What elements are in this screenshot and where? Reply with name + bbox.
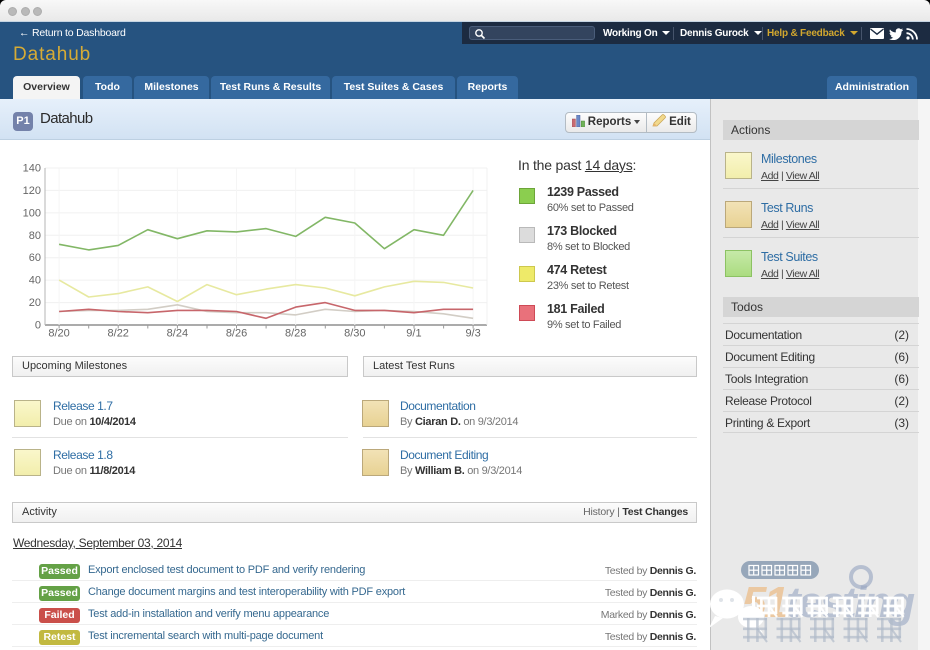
- svg-text:8/30: 8/30: [344, 328, 365, 340]
- svg-text:8/26: 8/26: [226, 328, 247, 340]
- svg-text:40: 40: [29, 275, 41, 287]
- svg-text:100: 100: [23, 207, 41, 219]
- svg-text:120: 120: [23, 185, 41, 197]
- svg-text:8/24: 8/24: [167, 328, 188, 340]
- svg-text:60: 60: [29, 252, 41, 264]
- svg-text:8/20: 8/20: [48, 328, 69, 340]
- svg-text:80: 80: [29, 230, 41, 242]
- svg-text:9/3: 9/3: [465, 328, 480, 340]
- svg-text:9/1: 9/1: [406, 328, 421, 340]
- svg-text:20: 20: [29, 297, 41, 309]
- svg-text:140: 140: [23, 163, 41, 175]
- svg-text:8/28: 8/28: [285, 328, 306, 340]
- svg-text:8/22: 8/22: [108, 328, 129, 340]
- svg-text:0: 0: [35, 320, 41, 332]
